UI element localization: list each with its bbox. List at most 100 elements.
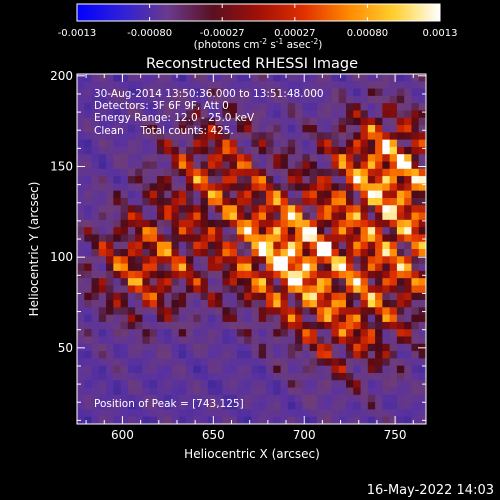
- heatmap-cell: [77, 88, 85, 97]
- y-tick-label: 100: [50, 250, 73, 264]
- heatmap-cell: [178, 263, 187, 272]
- heatmap-cell: [396, 81, 405, 89]
- heatmap-cell: [244, 380, 252, 388]
- heatmap-cell: [98, 343, 107, 352]
- heatmap-cell: [367, 343, 376, 352]
- heatmap-cell: [375, 74, 383, 82]
- heatmap-cell: [309, 161, 318, 170]
- heatmap-cell: [360, 88, 369, 97]
- heatmap-cell: [324, 394, 332, 403]
- heatmap-cell: [396, 394, 405, 403]
- heatmap-cell: [389, 241, 398, 250]
- heatmap-cell: [193, 372, 201, 381]
- heatmap-cell: [273, 278, 281, 286]
- heatmap-cell: [222, 358, 231, 367]
- heatmap-cell: [251, 110, 260, 119]
- heatmap-cell: [375, 249, 383, 257]
- heatmap-cell: [302, 132, 311, 141]
- heatmap-cell: [200, 161, 209, 170]
- heatmap-cell: [411, 146, 420, 155]
- heatmap-cell: [266, 292, 274, 301]
- heatmap-cell: [280, 205, 289, 213]
- heatmap-cell: [418, 74, 426, 82]
- heatmap-cell: [142, 146, 151, 155]
- heatmap-cell: [309, 249, 318, 257]
- heatmap-cell: [244, 256, 252, 264]
- heatmap-cell: [324, 307, 332, 316]
- heatmap-cell: [222, 168, 231, 177]
- heatmap-cell: [244, 139, 252, 148]
- heatmap-cell: [375, 292, 383, 301]
- heatmap-cell: [164, 125, 172, 133]
- heatmap-cell: [331, 358, 340, 367]
- heatmap-cell: [215, 285, 223, 294]
- heatmap-cell: [287, 212, 296, 221]
- heatmap-cell: [77, 270, 85, 279]
- heatmap-cell: [375, 300, 383, 308]
- heatmap-cell: [77, 300, 85, 308]
- heatmap-cell: [222, 74, 231, 82]
- heatmap-cell: [396, 212, 405, 221]
- heatmap-cell: [338, 219, 347, 228]
- heatmap-cell: [353, 321, 361, 330]
- heatmap-cell: [382, 292, 391, 301]
- heatmap-cell: [91, 197, 100, 206]
- heatmap-cell: [106, 278, 114, 286]
- heatmap-cell: [229, 321, 238, 330]
- heatmap-cell: [98, 125, 107, 133]
- heatmap-cell: [178, 161, 187, 170]
- heatmap-cell: [164, 139, 172, 148]
- heatmap-cell: [375, 227, 383, 235]
- heatmap-cell: [120, 358, 129, 367]
- heatmap-cell: [200, 117, 209, 126]
- heatmap-cell: [273, 219, 281, 228]
- heatmap-cell: [404, 263, 412, 272]
- heatmap-cell: [91, 278, 100, 286]
- heatmap-cell: [91, 402, 100, 410]
- heatmap-cell: [309, 351, 318, 359]
- heatmap-cell: [396, 197, 405, 206]
- heatmap-cell: [331, 197, 340, 206]
- heatmap-cell: [360, 307, 369, 316]
- heatmap-cell: [346, 300, 354, 308]
- heatmap-cell: [149, 95, 158, 104]
- heatmap-cell: [98, 197, 107, 206]
- heatmap-cell: [77, 263, 85, 272]
- heatmap-cell: [77, 139, 85, 148]
- x-axis: 600 650 700 750: [85, 74, 414, 442]
- heatmap-cell: [135, 256, 143, 264]
- heatmap-cell: [77, 227, 85, 235]
- heatmap-cell: [106, 103, 114, 111]
- heatmap-cell: [367, 387, 376, 396]
- heatmap-cell: [200, 270, 209, 279]
- heatmap-cell: [418, 81, 426, 89]
- heatmap-cell: [287, 183, 296, 192]
- heatmap-cell: [84, 307, 92, 316]
- heatmap-cell: [113, 183, 122, 192]
- heatmap-cell: [309, 95, 318, 104]
- heatmap-cell: [324, 168, 332, 177]
- heatmap-cell: [375, 402, 383, 410]
- heatmap-cell: [287, 416, 296, 424]
- heatmap-cell: [331, 336, 340, 345]
- heatmap-cell: [396, 270, 405, 279]
- heatmap-cell: [360, 168, 369, 177]
- heatmap-cell: [280, 219, 289, 228]
- heatmap-cell: [77, 146, 85, 155]
- heatmap-cell: [120, 176, 129, 184]
- heatmap-cell: [360, 336, 369, 345]
- heatmap-cell: [91, 103, 100, 111]
- heatmap-cell: [164, 74, 172, 82]
- heatmap-cell: [324, 95, 332, 104]
- heatmap-cell: [164, 402, 172, 410]
- heatmap-cell: [164, 110, 172, 119]
- heatmap-cell: [106, 307, 114, 316]
- heatmap-cell: [135, 358, 143, 367]
- heatmap-cell: [178, 285, 187, 294]
- heatmap-cell: [207, 176, 216, 184]
- heatmap-cell: [106, 321, 114, 330]
- heatmap-cell: [135, 351, 143, 359]
- heatmap-cell: [389, 227, 398, 235]
- heatmap-cell: [258, 103, 267, 111]
- heatmap-cell: [186, 81, 194, 89]
